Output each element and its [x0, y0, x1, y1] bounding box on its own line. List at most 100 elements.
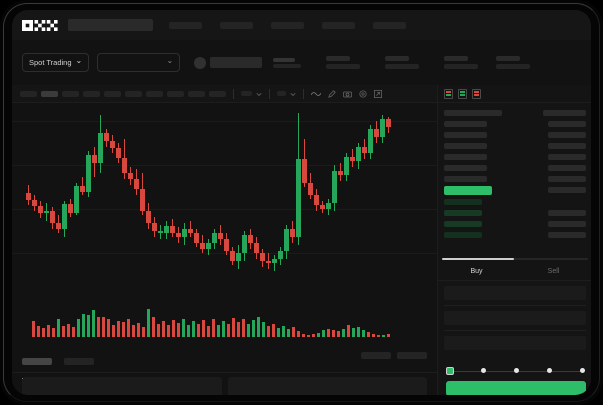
candle-body [248, 235, 253, 243]
nav-item-3[interactable] [271, 21, 304, 29]
orderbook-bid-row[interactable] [444, 229, 586, 240]
volume-bar [292, 327, 295, 337]
timeframe-button-1[interactable] [20, 90, 37, 97]
slider-handle[interactable] [446, 367, 454, 375]
chart-gridline [12, 121, 437, 122]
candle-body [182, 229, 187, 237]
bottom-tab-actions [361, 352, 427, 359]
timeframe-button-3[interactable] [62, 90, 79, 97]
volume-bar [152, 317, 155, 337]
camera-icon[interactable] [343, 90, 352, 98]
orderbook-mode-both[interactable] [444, 88, 453, 99]
amount-field[interactable] [444, 311, 586, 325]
volume-bar [322, 330, 325, 337]
tab-action-2[interactable] [397, 352, 427, 359]
okx-logo[interactable] [22, 19, 58, 31]
nav-item-5[interactable] [373, 21, 406, 29]
volume-bar [182, 319, 185, 337]
pencil-icon[interactable] [328, 89, 336, 98]
bid-price [444, 231, 482, 238]
timeframe-button-5[interactable] [104, 90, 121, 97]
stat-4 [496, 56, 531, 69]
tab-action-1[interactable] [361, 352, 391, 359]
volume-bar [147, 309, 150, 337]
gear-icon[interactable] [359, 89, 367, 98]
tab-open-orders[interactable] [22, 352, 52, 379]
candle-body [158, 231, 163, 233]
timeframe-button-9[interactable] [188, 90, 205, 97]
orderbook-ask-row[interactable] [444, 140, 586, 151]
chevron-down-icon[interactable] [256, 91, 262, 97]
volume-bar [257, 317, 260, 337]
orderbook-scrollbar-thumb[interactable] [442, 258, 514, 260]
bottom-panel-left[interactable] [22, 377, 222, 395]
orderbook-bid-row[interactable] [444, 207, 586, 218]
timeframe-button-4[interactable] [83, 90, 100, 97]
slider-stop-50[interactable] [514, 368, 519, 373]
candle-body [92, 155, 97, 163]
indicators-icon[interactable] [241, 91, 252, 96]
nav-item-4[interactable] [322, 21, 355, 29]
orderbook-scrollbar-track[interactable] [442, 258, 588, 260]
chevron-down-icon[interactable] [290, 91, 296, 97]
timeframe-button-6[interactable] [125, 90, 142, 97]
candle-body [206, 243, 211, 249]
volume-bar [177, 323, 180, 337]
timeframe-button-7[interactable] [146, 90, 163, 97]
orderbook-bid-row[interactable] [444, 196, 586, 207]
timeframe-button-2[interactable] [41, 90, 58, 97]
order-book[interactable] [438, 104, 591, 259]
chart-toolbar [12, 85, 437, 103]
slider-stop-25[interactable] [481, 368, 486, 373]
tab-order-history[interactable] [64, 352, 94, 370]
bottom-panel-right[interactable] [227, 377, 427, 395]
buy-button[interactable] [446, 381, 586, 395]
volume-bar [162, 321, 165, 337]
nav-item-1[interactable] [169, 21, 202, 29]
search-input[interactable] [68, 19, 153, 31]
slider-stop-100[interactable] [580, 368, 585, 373]
amount-slider[interactable] [446, 367, 586, 377]
candle-body [44, 211, 49, 213]
candle-body [188, 229, 193, 233]
total-field[interactable] [444, 336, 586, 350]
price-chart[interactable] [12, 103, 437, 300]
orderbook-ask-row[interactable] [444, 129, 586, 140]
nav-item-2[interactable] [220, 21, 253, 29]
volume-bar [347, 325, 350, 337]
wave-line-icon[interactable] [311, 90, 321, 98]
slider-stop-75[interactable] [547, 368, 552, 373]
volume-bar [157, 324, 160, 337]
candle-body [242, 235, 247, 253]
stat-2 [385, 56, 420, 69]
candle-body [374, 129, 379, 137]
orderbook-ask-row[interactable] [444, 118, 586, 129]
volume-bar [82, 314, 85, 337]
candle-body [194, 233, 199, 243]
candle-wick [274, 255, 275, 271]
orderbook-bid-row[interactable] [444, 218, 586, 229]
stat-3-value [444, 64, 479, 69]
fullscreen-icon[interactable] [374, 89, 382, 98]
volume-bar [77, 319, 80, 337]
tab-sell[interactable]: Sell [515, 263, 591, 280]
ask-price [444, 142, 487, 149]
orderbook-ask-row[interactable] [444, 173, 586, 184]
price-field[interactable] [444, 286, 586, 300]
volume-bar [107, 319, 110, 337]
orderbook-ask-row[interactable] [444, 162, 586, 173]
volume-bar [252, 320, 255, 337]
timeframe-button-10[interactable] [209, 90, 226, 97]
orderbook-mode-buy[interactable] [458, 88, 467, 99]
trading-mode-selector[interactable]: Spot Trading ⌄ [22, 53, 90, 72]
timeframe-button-8[interactable] [167, 90, 184, 97]
candle-body [380, 119, 385, 137]
orderbook-mode-sell[interactable] [472, 88, 481, 99]
candle-body [116, 148, 121, 158]
tab-buy[interactable]: Buy [438, 263, 515, 280]
volume-bar [37, 326, 40, 337]
pair-selector[interactable]: ⌄ [97, 53, 181, 72]
stat-4-label [496, 56, 521, 61]
orderbook-ask-row[interactable] [444, 151, 586, 162]
chart-type-icon[interactable] [277, 91, 286, 96]
